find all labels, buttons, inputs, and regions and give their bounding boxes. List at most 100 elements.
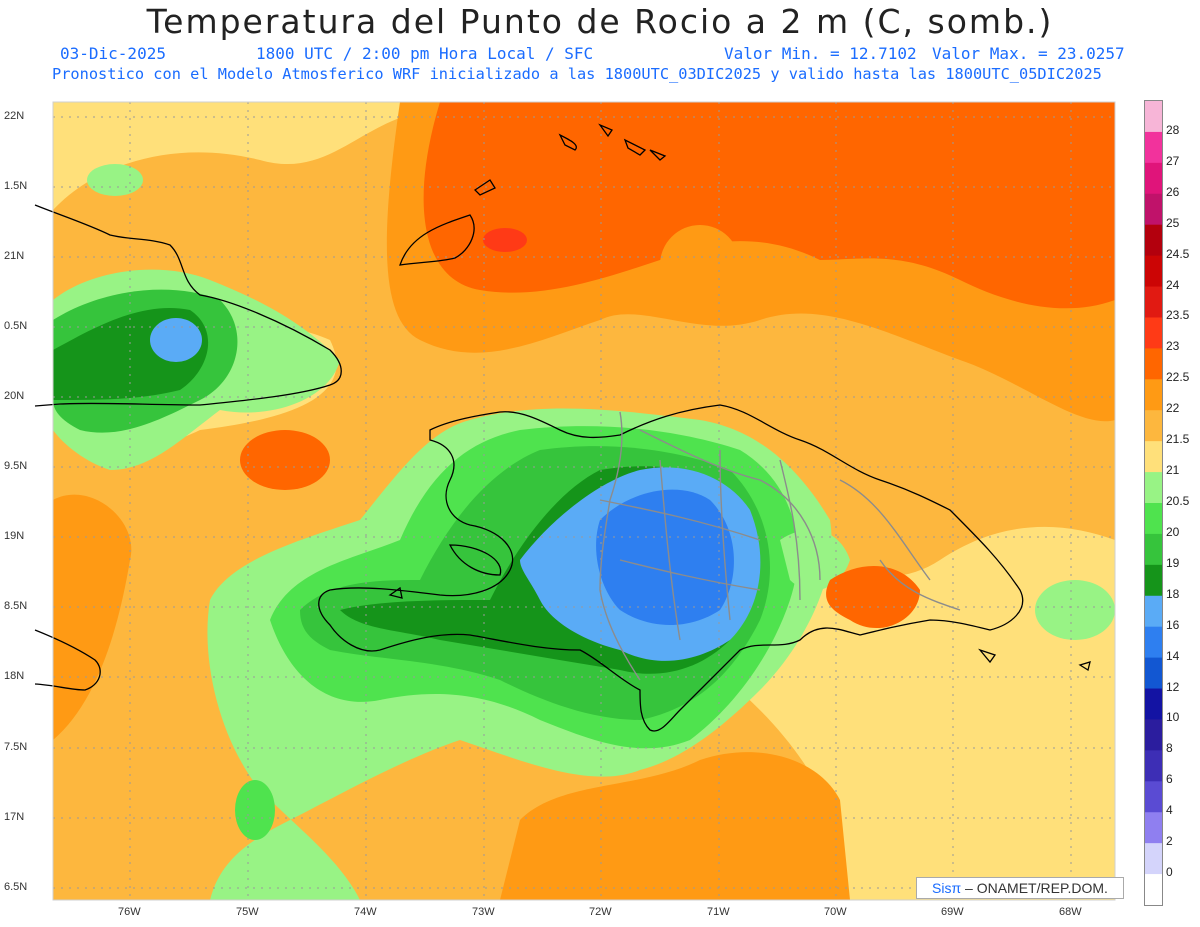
field-blue-hispaniola xyxy=(596,489,734,625)
lon-label: 75W xyxy=(236,906,259,918)
lat-label: 22N xyxy=(4,110,25,122)
colorbar-swatch xyxy=(1145,472,1162,504)
forecast-date: 03-Dic-2025 xyxy=(60,44,166,63)
model-run-info: Pronostico con el Modelo Atmosferico WRF… xyxy=(52,65,1102,83)
field-green-south xyxy=(235,780,275,840)
field-red-spot xyxy=(483,228,527,252)
field-darkorange-haiti-coast xyxy=(240,430,330,490)
colorbar xyxy=(1144,100,1163,906)
colorbar-swatch xyxy=(1145,533,1162,566)
colorbar-swatch xyxy=(1145,162,1162,195)
credit-text: – ONAMET/REP.DOM. xyxy=(961,880,1108,896)
field-orange-south xyxy=(500,752,850,900)
colorbar-level-label: 24.5 xyxy=(1166,246,1190,261)
lat-label: 8.5N xyxy=(4,600,28,612)
colorbar-level-label: 22.5 xyxy=(1166,370,1190,385)
field-light-nw xyxy=(53,102,430,210)
lat-label: 20N xyxy=(4,390,25,402)
colorbar-level-label: 20 xyxy=(1166,524,1180,539)
colorbar-level-label: 24 xyxy=(1166,277,1180,292)
colorbar-swatch xyxy=(1145,626,1162,659)
colorbar-swatch xyxy=(1145,193,1162,226)
lon-label: 69W xyxy=(941,906,964,918)
colorbar-level-label: 14 xyxy=(1166,648,1180,663)
colorbar-swatch xyxy=(1145,224,1162,257)
min-value: Valor Min. = 12.7102 xyxy=(724,44,917,63)
colorbar-swatch xyxy=(1145,410,1162,442)
colorbar-swatch xyxy=(1145,101,1162,133)
colorbar-level-label: 27 xyxy=(1166,153,1180,168)
colorbar-swatch xyxy=(1145,843,1162,875)
field-blue-cuba xyxy=(150,318,202,362)
map-frame xyxy=(52,101,1116,901)
colorbar-border xyxy=(1144,100,1163,906)
colorbar-swatch xyxy=(1145,503,1162,535)
field-palegreen-pr xyxy=(1035,580,1115,640)
colorbar-level-label: 25 xyxy=(1166,215,1180,230)
lat-label: 18N xyxy=(4,670,25,682)
colorbar-level-label: 8 xyxy=(1166,741,1173,756)
lat-label: 0.5N xyxy=(4,320,28,332)
credit-box: Sisπ – ONAMET/REP.DOM. xyxy=(916,877,1124,899)
colorbar-swatch xyxy=(1145,564,1162,597)
colorbar-level-label: 21 xyxy=(1166,463,1180,478)
colorbar-swatch xyxy=(1145,317,1162,349)
colorbar-level-label: 18 xyxy=(1166,586,1180,601)
colorbar-level-label: 26 xyxy=(1166,184,1180,199)
colorbar-level-label: 19 xyxy=(1166,555,1180,570)
field-darkorange-east xyxy=(826,566,920,629)
lon-label: 70W xyxy=(824,906,847,918)
colorbar-level-label: 16 xyxy=(1166,617,1180,632)
colorbar-swatch xyxy=(1145,657,1162,690)
colorbar-level-label: 2 xyxy=(1166,834,1173,849)
colorbar-swatch xyxy=(1145,874,1162,906)
colorbar-swatch xyxy=(1145,131,1162,164)
colorbar-swatch xyxy=(1145,255,1162,288)
colorbar-swatch xyxy=(1145,750,1162,782)
field-orange-west xyxy=(53,494,132,740)
credit-brand: Sisπ xyxy=(932,880,962,896)
colorbar-swatch xyxy=(1145,348,1162,380)
colorbar-level-label: 23 xyxy=(1166,339,1180,354)
colorbar-level-label: 22 xyxy=(1166,401,1180,416)
field-palegreen-bahamas xyxy=(87,164,143,196)
lon-label: 73W xyxy=(472,906,495,918)
lat-label: 21N xyxy=(4,250,25,262)
lat-label: 6.5N xyxy=(4,881,28,893)
lon-label: 68W xyxy=(1059,906,1082,918)
graticule xyxy=(53,102,1115,900)
colorbar-swatch xyxy=(1145,595,1162,628)
colorbar-level-label: 21.5 xyxy=(1166,432,1190,447)
colorbar-swatch xyxy=(1145,441,1162,473)
colorbar-level-label: 28 xyxy=(1166,122,1180,137)
max-value: Valor Max. = 23.0257 xyxy=(932,44,1125,63)
colorbar-level-label: 20.5 xyxy=(1166,494,1190,508)
colorbar-swatch xyxy=(1145,719,1162,751)
colorbar-swatch xyxy=(1145,688,1162,720)
colorbar-level-label: 23.5 xyxy=(1166,308,1190,323)
colorbar-swatch xyxy=(1145,379,1162,411)
forecast-time: 1800 UTC / 2:00 pm Hora Local / SFC xyxy=(256,44,594,63)
lat-label: 17N xyxy=(4,811,25,823)
province-boundaries xyxy=(599,411,961,681)
colorbar-swatch xyxy=(1145,812,1162,844)
colorbar-level-label: 4 xyxy=(1166,803,1173,818)
lat-label: 19N xyxy=(4,530,25,542)
colorbar-level-label: 6 xyxy=(1166,772,1173,787)
lat-label: 9.5N xyxy=(4,460,28,472)
lat-label: 7.5N xyxy=(4,741,28,753)
lon-label: 71W xyxy=(707,906,730,918)
colorbar-level-label: 0 xyxy=(1166,865,1173,880)
field-orange-blob xyxy=(660,225,740,305)
colorbar-swatch xyxy=(1145,781,1162,813)
lon-label: 76W xyxy=(118,906,141,918)
lon-label: 74W xyxy=(354,906,377,918)
map-title: Temperatura del Punto de Rocio a 2 m (C,… xyxy=(146,2,1054,41)
colorbar-level-label: 10 xyxy=(1166,710,1180,725)
colorbar-swatch xyxy=(1145,286,1162,318)
lat-label: 1.5N xyxy=(4,180,28,192)
colorbar-level-label: 12 xyxy=(1166,679,1180,694)
lon-label: 72W xyxy=(589,906,612,918)
coastlines xyxy=(34,123,1091,732)
